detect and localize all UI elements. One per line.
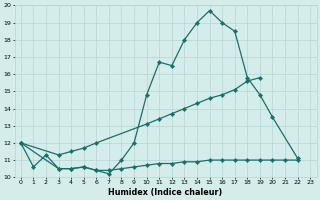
X-axis label: Humidex (Indice chaleur): Humidex (Indice chaleur) (108, 188, 223, 197)
